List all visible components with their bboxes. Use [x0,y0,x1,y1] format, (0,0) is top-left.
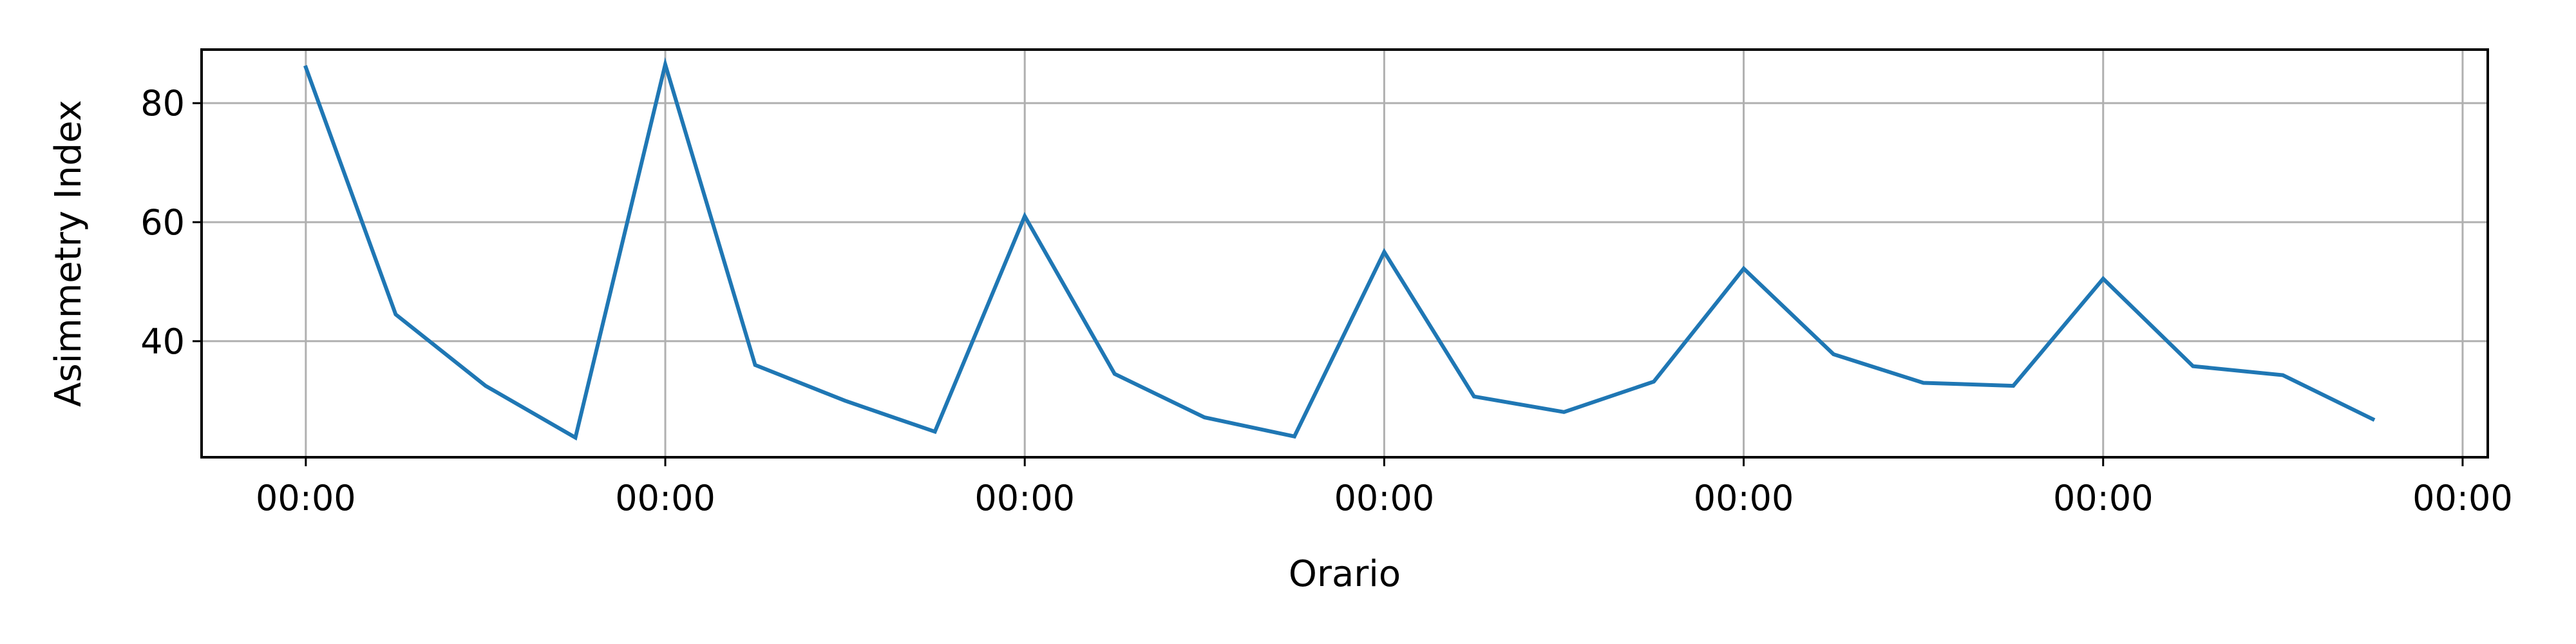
data-point [663,62,667,66]
axis-ticks: 00:00 00:00 00:00 00:00 00:00 00:00 00:00 40 60 8… [140,83,2512,518]
data-point [1742,267,1746,270]
data-point [2011,384,2015,388]
x-tick-label: 00:00 [615,478,715,518]
data-point [484,384,488,388]
data-point [1382,250,1386,254]
x-tick-label: 00:00 [974,478,1075,518]
series-line [303,57,2376,441]
data-point [933,430,937,433]
data-point [1472,395,1476,399]
y-tick-label: 60 [140,202,185,243]
plot-area-frame [200,48,2489,459]
data-point [1652,380,1656,384]
grid-lines [202,50,2488,457]
x-axis-label: Orario [1289,553,1401,595]
data-point [1293,435,1296,439]
data-point [574,436,578,440]
data-point [1202,415,1206,419]
data-point [1832,352,1835,356]
data-point [1562,410,1566,414]
data-point [1922,381,1926,384]
y-axis-label: Asimmetry Index [48,100,90,407]
x-tick-label: 00:00 [1334,478,1435,518]
x-tick-label: 00:00 [2053,478,2154,518]
data-point [393,312,397,316]
x-tick-label: 00:00 [2412,478,2513,518]
data-point [2281,373,2285,377]
data-point [2101,277,2105,281]
data-point [1113,372,1117,376]
y-tick-label: 40 [140,321,185,362]
y-tick-label: 80 [140,83,185,124]
x-tick-label: 00:00 [1694,478,1794,518]
data-point [843,399,847,402]
x-tick-label: 00:00 [256,478,356,518]
data-point [1023,214,1027,218]
data-point [2191,365,2195,368]
data-point [2371,417,2374,421]
data-point [753,363,757,367]
data-point [304,66,308,70]
series-layer [303,57,2376,441]
